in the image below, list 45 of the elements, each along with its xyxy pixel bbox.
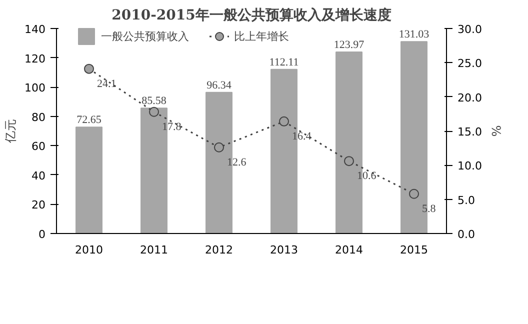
y-tick-label: 140 — [24, 23, 46, 36]
data-label: 85.58 — [142, 95, 167, 108]
y2-tick-label: 20.0 — [458, 91, 482, 104]
x-tick-label: 2014 — [335, 244, 364, 256]
y-tick-label: 20 — [32, 198, 46, 212]
bar — [76, 126, 102, 234]
y2-tick-label: 30.0 — [458, 23, 482, 36]
y-tick-label: 80 — [32, 110, 46, 124]
point — [214, 142, 224, 152]
point — [84, 64, 94, 74]
legend-label: 比上年增长 — [234, 28, 289, 44]
data-label: 96.34 — [206, 79, 232, 92]
x-tick-label: 2010 — [75, 244, 104, 256]
data-label: 131.03 — [398, 28, 430, 41]
data-label: 112.11 — [269, 56, 299, 68]
x-tick-label: 2015 — [400, 244, 428, 256]
chart-title: 2010-2015年一般公共预算收入及增长速度 — [112, 6, 392, 24]
y-tick-label: 0 — [38, 228, 46, 241]
y-tick-label: 100 — [24, 82, 46, 95]
y2-tick-label: 10.0 — [458, 160, 482, 173]
data-label: 10.6 — [357, 170, 377, 182]
y2-tick-label: 0.0 — [458, 228, 475, 241]
y2-tick-label: 5.0 — [458, 194, 475, 207]
x-tick-label: 2011 — [140, 244, 168, 256]
y2-axis-title: % — [488, 125, 503, 137]
y2-tick-label: 15.0 — [458, 126, 482, 138]
data-label: 72.65 — [76, 114, 102, 126]
legend-label: 一般公共预算收入 — [101, 28, 189, 44]
y2-tick-label: 25.0 — [458, 57, 482, 70]
data-label: 123.97 — [334, 38, 365, 51]
point — [409, 188, 419, 199]
data-label: 5.8 — [422, 202, 436, 215]
y-tick-label: 120 — [24, 52, 46, 66]
point — [279, 116, 289, 126]
y-tick-label: 60 — [32, 140, 46, 154]
point — [149, 106, 159, 117]
data-label: 17.8 — [162, 120, 182, 133]
x-tick-label: 2012 — [205, 244, 234, 256]
data-label: 12.6 — [227, 156, 247, 168]
y-axis-title: 亿元 — [4, 119, 18, 144]
x-tick-label: 2013 — [270, 244, 298, 256]
data-label: 16.4 — [292, 130, 312, 142]
y-tick-label: 40 — [32, 169, 46, 182]
data-label: 24.1 — [97, 78, 116, 90]
point — [344, 156, 354, 166]
